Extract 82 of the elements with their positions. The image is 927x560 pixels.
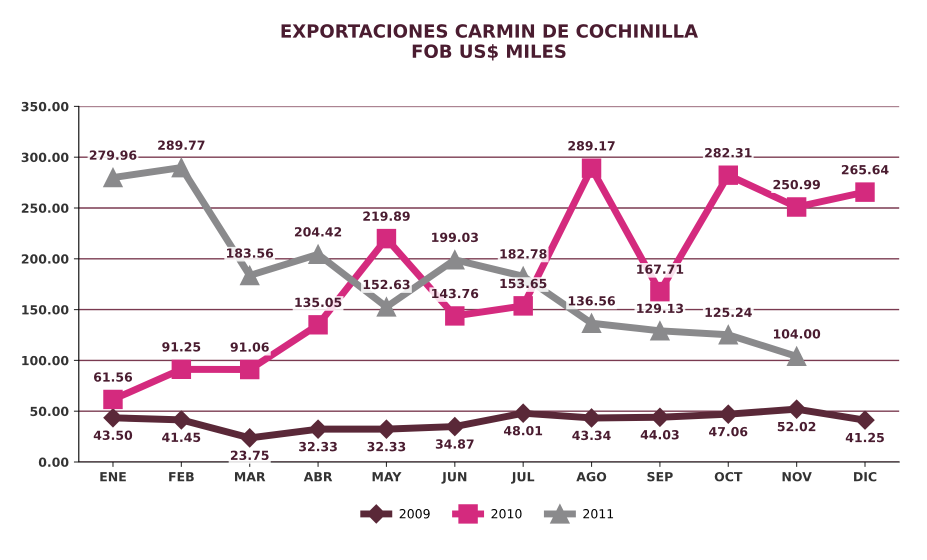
data-label: 32.33 (368, 442, 406, 452)
point (650, 321, 670, 341)
point (855, 410, 875, 430)
data-label: 23.75 (230, 450, 269, 460)
data-label: 47.06 (709, 426, 748, 436)
y-tick-label: 200.00 (22, 254, 68, 264)
data-label: 43.34 (572, 430, 611, 440)
data-label: 167.71 (637, 264, 684, 274)
data-label: 289.77 (158, 140, 204, 150)
point (103, 168, 123, 188)
data-label: 152.63 (364, 280, 410, 290)
data-label: 219.89 (363, 211, 410, 221)
data-label: 44.03 (640, 430, 679, 440)
data-label: 129.13 (637, 304, 684, 314)
data-label: 41.25 (846, 432, 884, 442)
point (582, 314, 602, 333)
x-tick-label: JUN (441, 472, 466, 484)
y-tick-label: 250.00 (22, 203, 68, 213)
x-tick-label: OCT (714, 472, 742, 482)
y-tick-label: 100.00 (22, 356, 68, 366)
data-label: 91.25 (162, 342, 200, 352)
data-label: 289.17 (568, 141, 615, 151)
data-label: 48.01 (504, 426, 542, 436)
y-tick-label: 0.00 (38, 457, 68, 467)
point (786, 197, 806, 217)
point (513, 296, 533, 316)
point (240, 266, 260, 286)
chart-title: EXPORTACIONES CARMIN DE COCHINILLA FOB US$ MILES (282, 24, 698, 60)
data-label: 61.56 (94, 372, 132, 382)
x-tick-label: SEP (647, 472, 673, 482)
data-label: 143.76 (432, 288, 478, 298)
data-label: 41.45 (162, 432, 200, 442)
data-label: 182.78 (500, 249, 547, 259)
point (445, 306, 465, 326)
data-label: 153.65 (500, 278, 546, 288)
data-label: 183.56 (227, 248, 274, 258)
x-tick-label: JUL (511, 472, 534, 484)
point (718, 165, 738, 185)
point (786, 346, 806, 366)
point (308, 315, 328, 335)
x-tick-label: AGO (576, 472, 606, 482)
point (582, 158, 602, 178)
x-tick-label: MAR (234, 472, 266, 482)
data-label: 125.24 (706, 308, 752, 318)
x-tick-label: DIC (854, 472, 876, 482)
point (650, 282, 670, 302)
data-label: 104.00 (774, 329, 820, 339)
point (172, 158, 192, 178)
point (240, 360, 260, 380)
data-label: 282.31 (705, 148, 752, 158)
point (240, 428, 260, 448)
x-tick-label: FEB (169, 472, 194, 482)
x-tick-label: NOV (782, 472, 812, 482)
data-label: 52.02 (778, 422, 816, 432)
point (172, 360, 192, 380)
legend-label: 2011 (583, 509, 614, 518)
x-tick-label: MAY (372, 472, 402, 482)
data-label: 136.56 (568, 296, 615, 306)
data-label: 43.50 (94, 430, 132, 440)
point (855, 182, 875, 202)
y-tick-label: 150.00 (22, 305, 68, 315)
data-label: 34.87 (436, 439, 474, 449)
legend-label: 2010 (492, 509, 522, 518)
data-label: 199.03 (432, 232, 478, 242)
point (376, 297, 396, 317)
data-label: 250.99 (774, 180, 820, 190)
data-label: 279.96 (90, 150, 136, 160)
legend-label: 2009 (400, 509, 430, 518)
data-label: 265.64 (842, 164, 889, 174)
x-tick-label: ENE (100, 472, 126, 482)
y-tick-label: 50.00 (30, 406, 68, 416)
data-label: 91.06 (230, 342, 269, 352)
data-label: 135.05 (295, 298, 342, 308)
y-tick-label: 350.00 (22, 102, 68, 112)
point (103, 390, 123, 410)
data-label: 204.42 (294, 227, 342, 237)
point (445, 250, 465, 270)
point (718, 325, 738, 344)
data-label: 32.33 (299, 442, 337, 452)
y-tick-label: 300.00 (22, 152, 68, 162)
x-tick-label: ABR (304, 472, 332, 482)
point (376, 228, 396, 248)
